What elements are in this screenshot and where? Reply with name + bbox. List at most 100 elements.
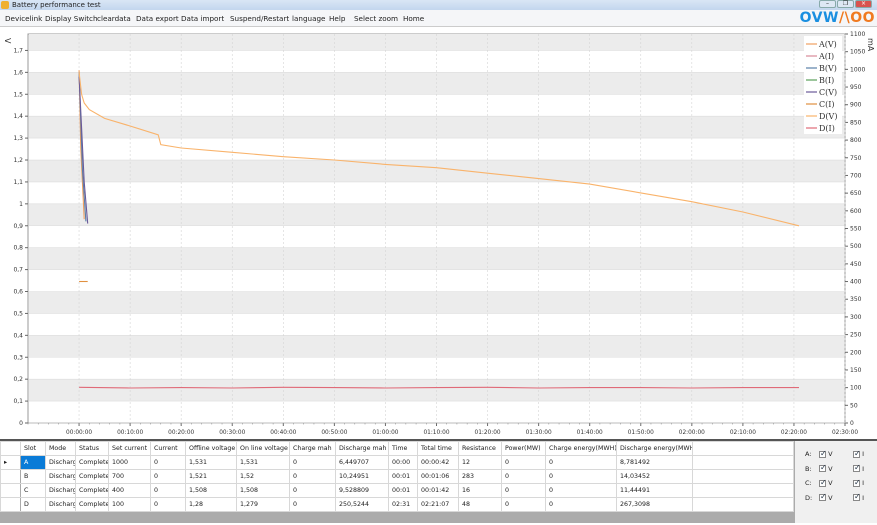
- column-header[interactable]: Time: [388, 441, 418, 456]
- column-header[interactable]: Discharge energy(MWH): [616, 441, 693, 456]
- menu-select-zoom[interactable]: Select zoom: [354, 14, 399, 23]
- x-tick-label: 00:50:00: [321, 430, 347, 436]
- table-cell: 0: [501, 469, 546, 484]
- y2-tick-label: 200: [850, 349, 862, 356]
- menu-home[interactable]: Home: [403, 14, 425, 23]
- series-line-cv: [78, 76, 89, 224]
- y-tick-label: 0,9: [13, 223, 23, 230]
- table-cell: 16: [458, 483, 502, 498]
- table-cell: 267,3098: [616, 497, 693, 512]
- table-cell: B: [20, 469, 46, 484]
- menu-display-switch[interactable]: Display Switch: [45, 14, 98, 23]
- table-cell: 0: [501, 455, 546, 470]
- restore-button[interactable]: ❐: [837, 0, 854, 8]
- table-cell: 0: [545, 455, 617, 470]
- table-cell: [692, 455, 794, 470]
- y2-tick-label: 900: [850, 102, 862, 109]
- table-cell: 0: [545, 497, 617, 512]
- column-header[interactable]: Total time: [417, 441, 459, 456]
- table-cell: 00:01:42: [417, 483, 459, 498]
- results-table: Slot Mode Status Set current Current Offline …: [0, 441, 794, 512]
- y2-tick-label: 100: [850, 385, 862, 392]
- channel-row: C: V I: [805, 478, 875, 489]
- x-tick-label: 02:00:00: [679, 430, 705, 436]
- table-row[interactable]: DDischargeComplete10001,281,2790250,5244…: [0, 497, 794, 512]
- row-selector[interactable]: [0, 469, 21, 484]
- table-cell: 00:01: [388, 469, 418, 484]
- channel-label: C:: [805, 479, 812, 487]
- current-checkbox[interactable]: I: [853, 492, 864, 502]
- column-header[interactable]: Discharge mah: [335, 441, 389, 456]
- row-selector[interactable]: [0, 483, 21, 498]
- column-header[interactable]: Power(MW): [501, 441, 546, 456]
- y2-tick-label: 950: [850, 84, 862, 91]
- voltage-checkbox[interactable]: V: [819, 463, 833, 473]
- menu-suspend-restart[interactable]: Suspend/Restart: [230, 14, 290, 23]
- y2-tick-label: 50: [850, 402, 858, 409]
- row-header-corner: [0, 441, 21, 456]
- column-header[interactable]: Charge energy(MWH): [545, 441, 617, 456]
- table-cell: 10,24951: [335, 469, 389, 484]
- table-row[interactable]: BDischargeComplete70001,5211,52010,24951…: [0, 469, 794, 484]
- column-header[interactable]: [692, 441, 794, 456]
- column-header[interactable]: On line voltage: [236, 441, 290, 456]
- series-line-di: [79, 386, 799, 389]
- voltage-checkbox[interactable]: V: [819, 449, 833, 458]
- column-header[interactable]: Set current: [108, 441, 151, 456]
- table-cell: 6,449707: [335, 455, 389, 470]
- title-bar: Battery performance test – ❐ ×: [0, 0, 877, 10]
- table-row[interactable]: ▸ADischargeComplete100001,5311,53106,449…: [0, 455, 794, 470]
- menu-devicelink[interactable]: Devicelink: [5, 14, 43, 23]
- table-cell: 8,781492: [616, 455, 693, 470]
- menu-language[interactable]: language: [292, 14, 326, 23]
- column-header[interactable]: Status: [75, 441, 109, 456]
- y2-tick-label: 350: [850, 296, 862, 303]
- table-cell: 00:01:06: [417, 469, 459, 484]
- close-button[interactable]: ×: [855, 0, 872, 8]
- menu-cleardata[interactable]: cleardata: [97, 14, 131, 23]
- column-header[interactable]: Charge mah: [289, 441, 336, 456]
- table-cell: 48: [458, 497, 502, 512]
- results-table-container: Slot Mode Status Set current Current Offline …: [0, 439, 795, 523]
- channel-toggle-panel: A: V I B: V I C: V I D: V I: [795, 439, 877, 523]
- current-checkbox[interactable]: I: [853, 449, 864, 458]
- x-tick-label: 00:00:00: [66, 430, 92, 436]
- column-header[interactable]: Slot: [20, 441, 46, 456]
- window-title: Battery performance test: [12, 1, 101, 9]
- current-checkbox[interactable]: I: [853, 463, 864, 473]
- y2-tick-label: 250: [850, 332, 862, 339]
- legend-label: C(I): [819, 100, 835, 109]
- menu-help[interactable]: Help: [329, 14, 346, 23]
- table-cell: Complete: [75, 497, 109, 512]
- current-checkbox[interactable]: I: [853, 478, 864, 487]
- row-selector[interactable]: [0, 497, 21, 512]
- table-cell: 0: [545, 469, 617, 484]
- menu-data-import[interactable]: Data import: [181, 14, 225, 23]
- row-selector[interactable]: ▸: [0, 455, 21, 470]
- x-tick-label: 00:20:00: [168, 430, 194, 436]
- voltage-checkbox[interactable]: V: [819, 478, 833, 487]
- y2-tick-label: 400: [850, 279, 862, 286]
- legend-label: D(I): [819, 124, 835, 133]
- column-header[interactable]: Current: [150, 441, 186, 456]
- channel-label: D:: [805, 493, 813, 502]
- table-row[interactable]: CDischargeComplete40001,5081,50809,52880…: [0, 483, 794, 498]
- y2-axis-label: mA: [866, 38, 875, 52]
- table-cell: Discharge: [45, 483, 76, 498]
- table-cell: 0: [501, 483, 546, 498]
- table-cell: 0: [150, 483, 186, 498]
- x-tick-label: 01:40:00: [577, 430, 603, 436]
- y2-tick-label: 800: [850, 137, 862, 144]
- x-tick-label: 00:30:00: [219, 430, 245, 436]
- table-cell: 02:21:07: [417, 497, 459, 512]
- voltage-checkbox[interactable]: V: [819, 492, 833, 502]
- column-header[interactable]: Mode: [45, 441, 76, 456]
- minimize-button[interactable]: –: [819, 0, 836, 8]
- table-cell: 12: [458, 455, 502, 470]
- menu-data-export[interactable]: Data export: [136, 14, 179, 23]
- legend-label: D(V): [819, 112, 837, 121]
- table-cell: 11,44491: [616, 483, 693, 498]
- legend-label: C(V): [819, 88, 837, 97]
- column-header[interactable]: Offline voltage: [185, 441, 237, 456]
- column-header[interactable]: Resistance: [458, 441, 502, 456]
